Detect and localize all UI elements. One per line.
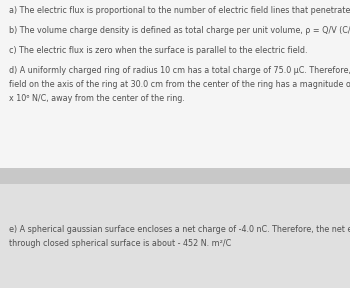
Text: d) A uniformly charged ring of radius 10 cm has a total charge of 75.0 μC. There: d) A uniformly charged ring of radius 10… xyxy=(9,66,350,75)
Text: c) The electric flux is zero when the surface is parallel to the electric field.: c) The electric flux is zero when the su… xyxy=(9,46,307,55)
Text: e) A spherical gaussian surface encloses a net charge of -4.0 nC. Therefore, the: e) A spherical gaussian surface encloses… xyxy=(9,225,350,234)
Text: a) The electric flux is proportional to the number of electric field lines that : a) The electric flux is proportional to … xyxy=(9,6,350,15)
Bar xyxy=(0,0,350,168)
Text: x 10⁶ N/C, away from the center of the ring.: x 10⁶ N/C, away from the center of the r… xyxy=(9,94,185,103)
Text: through closed spherical surface is about - 452 N. m²/C: through closed spherical surface is abou… xyxy=(9,239,231,248)
Text: field on the axis of the ring at 30.0 cm from the center of the ring has a magni: field on the axis of the ring at 30.0 cm… xyxy=(9,80,350,89)
Bar xyxy=(0,184,350,288)
Bar xyxy=(0,168,350,184)
Text: b) The volume charge density is defined as total charge per unit volume, ρ = Q/V: b) The volume charge density is defined … xyxy=(9,26,350,35)
